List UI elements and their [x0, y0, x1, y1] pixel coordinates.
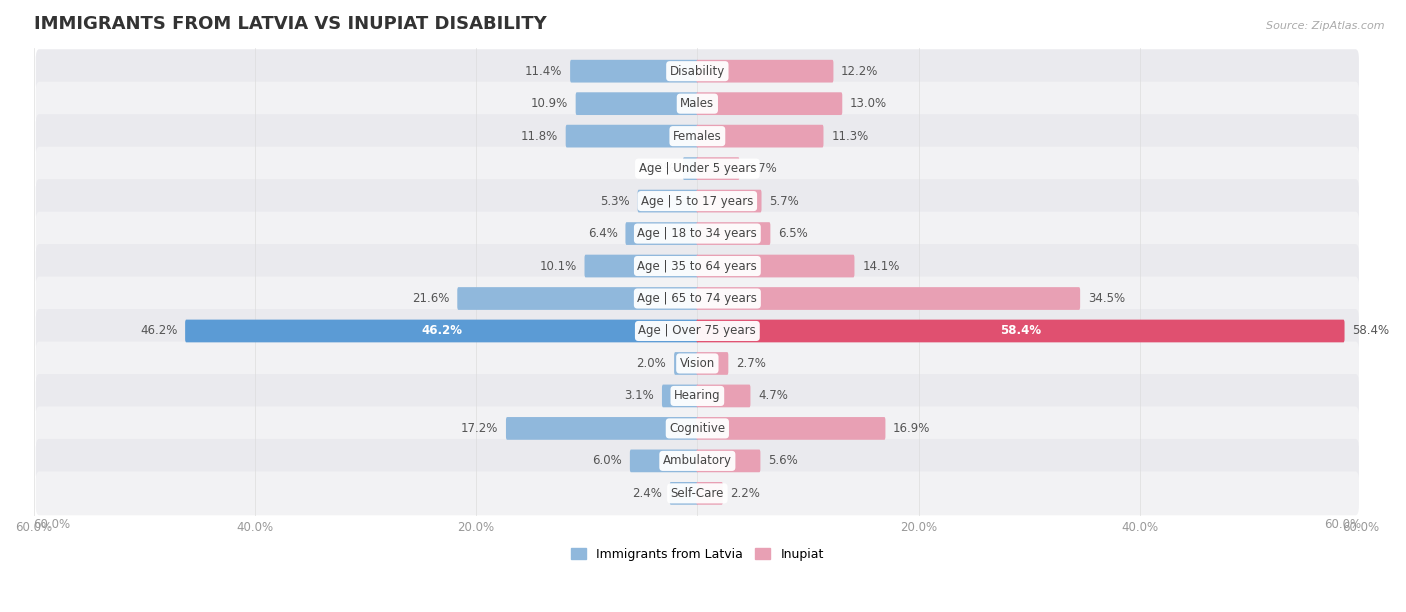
FancyBboxPatch shape — [575, 92, 699, 115]
Text: Age | Under 5 years: Age | Under 5 years — [638, 162, 756, 175]
FancyBboxPatch shape — [626, 222, 699, 245]
FancyBboxPatch shape — [696, 417, 886, 440]
Text: Cognitive: Cognitive — [669, 422, 725, 435]
Text: 5.3%: 5.3% — [600, 195, 630, 207]
FancyBboxPatch shape — [696, 319, 1344, 342]
FancyBboxPatch shape — [630, 450, 699, 472]
FancyBboxPatch shape — [696, 287, 1080, 310]
Text: 4.7%: 4.7% — [758, 389, 789, 403]
FancyBboxPatch shape — [669, 482, 699, 505]
Text: 60.0%: 60.0% — [1324, 518, 1361, 531]
Text: 34.5%: 34.5% — [1088, 292, 1125, 305]
Text: 11.3%: 11.3% — [831, 130, 869, 143]
FancyBboxPatch shape — [457, 287, 699, 310]
Text: 6.5%: 6.5% — [778, 227, 808, 240]
Text: 5.6%: 5.6% — [768, 454, 799, 468]
Text: 58.4%: 58.4% — [1000, 324, 1040, 337]
Text: 2.2%: 2.2% — [731, 487, 761, 500]
Text: 60.0%: 60.0% — [34, 518, 70, 531]
FancyBboxPatch shape — [696, 450, 761, 472]
FancyBboxPatch shape — [35, 406, 1360, 450]
Text: Disability: Disability — [669, 65, 725, 78]
FancyBboxPatch shape — [35, 49, 1360, 93]
FancyBboxPatch shape — [696, 384, 751, 408]
FancyBboxPatch shape — [673, 352, 699, 375]
Text: Source: ZipAtlas.com: Source: ZipAtlas.com — [1267, 21, 1385, 31]
FancyBboxPatch shape — [696, 190, 762, 212]
FancyBboxPatch shape — [565, 125, 699, 147]
FancyBboxPatch shape — [35, 147, 1360, 190]
Text: 1.2%: 1.2% — [645, 162, 675, 175]
FancyBboxPatch shape — [506, 417, 699, 440]
FancyBboxPatch shape — [35, 439, 1360, 483]
Text: 11.8%: 11.8% — [520, 130, 558, 143]
Text: 10.1%: 10.1% — [540, 259, 576, 272]
Text: Hearing: Hearing — [673, 389, 721, 403]
FancyBboxPatch shape — [35, 471, 1360, 515]
Text: Males: Males — [681, 97, 714, 110]
Text: 11.4%: 11.4% — [524, 65, 562, 78]
FancyBboxPatch shape — [637, 190, 699, 212]
Text: Age | 35 to 64 years: Age | 35 to 64 years — [637, 259, 758, 272]
FancyBboxPatch shape — [35, 244, 1360, 288]
FancyBboxPatch shape — [696, 255, 855, 277]
FancyBboxPatch shape — [186, 319, 699, 342]
Text: 58.4%: 58.4% — [1353, 324, 1389, 337]
Text: 6.0%: 6.0% — [592, 454, 621, 468]
Text: 46.2%: 46.2% — [141, 324, 177, 337]
FancyBboxPatch shape — [696, 125, 824, 147]
FancyBboxPatch shape — [662, 384, 699, 408]
Text: Vision: Vision — [679, 357, 716, 370]
Text: 6.4%: 6.4% — [588, 227, 617, 240]
Text: 10.9%: 10.9% — [530, 97, 568, 110]
Text: 17.2%: 17.2% — [461, 422, 498, 435]
Text: Age | 18 to 34 years: Age | 18 to 34 years — [637, 227, 758, 240]
FancyBboxPatch shape — [35, 309, 1360, 353]
Text: 2.7%: 2.7% — [737, 357, 766, 370]
FancyBboxPatch shape — [35, 374, 1360, 418]
Text: Age | Over 75 years: Age | Over 75 years — [638, 324, 756, 337]
Text: 2.0%: 2.0% — [637, 357, 666, 370]
FancyBboxPatch shape — [35, 277, 1360, 321]
FancyBboxPatch shape — [696, 60, 834, 83]
FancyBboxPatch shape — [35, 341, 1360, 386]
Text: 3.7%: 3.7% — [747, 162, 778, 175]
Text: Age | 5 to 17 years: Age | 5 to 17 years — [641, 195, 754, 207]
FancyBboxPatch shape — [35, 212, 1360, 255]
Text: Self-Care: Self-Care — [671, 487, 724, 500]
Text: IMMIGRANTS FROM LATVIA VS INUPIAT DISABILITY: IMMIGRANTS FROM LATVIA VS INUPIAT DISABI… — [34, 15, 547, 33]
Text: 5.7%: 5.7% — [769, 195, 799, 207]
Text: 46.2%: 46.2% — [422, 324, 463, 337]
FancyBboxPatch shape — [696, 352, 728, 375]
Text: Age | 65 to 74 years: Age | 65 to 74 years — [637, 292, 758, 305]
FancyBboxPatch shape — [569, 60, 699, 83]
Text: Females: Females — [673, 130, 721, 143]
FancyBboxPatch shape — [696, 92, 842, 115]
Text: 14.1%: 14.1% — [862, 259, 900, 272]
Text: 16.9%: 16.9% — [893, 422, 931, 435]
FancyBboxPatch shape — [696, 222, 770, 245]
FancyBboxPatch shape — [585, 255, 699, 277]
FancyBboxPatch shape — [696, 482, 723, 505]
Text: Ambulatory: Ambulatory — [662, 454, 733, 468]
FancyBboxPatch shape — [696, 157, 740, 180]
Text: 3.1%: 3.1% — [624, 389, 654, 403]
FancyBboxPatch shape — [35, 82, 1360, 125]
Text: 21.6%: 21.6% — [412, 292, 450, 305]
Text: 12.2%: 12.2% — [841, 65, 879, 78]
Legend: Immigrants from Latvia, Inupiat: Immigrants from Latvia, Inupiat — [567, 543, 828, 566]
FancyBboxPatch shape — [35, 179, 1360, 223]
FancyBboxPatch shape — [683, 157, 699, 180]
Text: 2.4%: 2.4% — [633, 487, 662, 500]
FancyBboxPatch shape — [35, 114, 1360, 158]
Text: 13.0%: 13.0% — [851, 97, 887, 110]
